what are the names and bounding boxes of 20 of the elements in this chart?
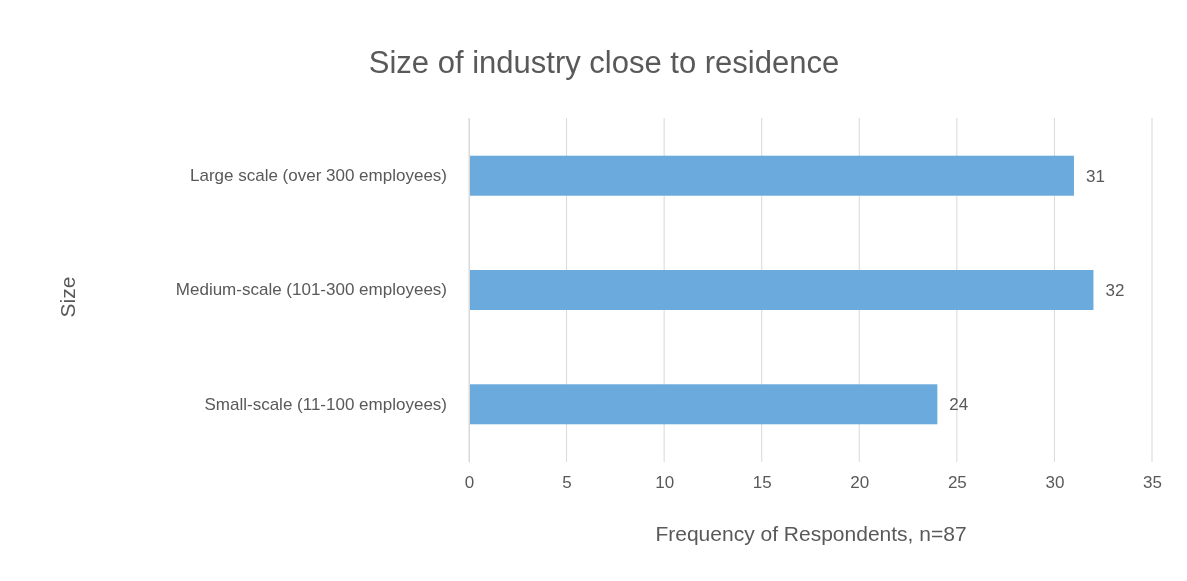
y-axis-title: Size — [56, 276, 79, 318]
x-tick-label: 15 — [752, 473, 772, 493]
bar — [469, 270, 1094, 310]
data-label: 32 — [1105, 280, 1125, 300]
data-label: 24 — [949, 395, 969, 415]
data-label: 31 — [1085, 166, 1105, 186]
bar — [469, 384, 938, 425]
bar — [469, 155, 1074, 196]
x-tick-label: 5 — [562, 473, 572, 493]
x-tick-label: 20 — [850, 473, 870, 493]
x-tick-label: 35 — [1143, 473, 1162, 493]
x-tick-label: 30 — [1045, 473, 1065, 493]
y-tick-label: Small-scale (11-100 employees) — [204, 394, 447, 414]
y-tick-label: Medium-scale (101-300 employees) — [175, 280, 447, 300]
x-tick-label: 25 — [947, 473, 967, 493]
x-axis-title: Frequency of Respondents, n=87 — [655, 522, 967, 545]
x-tick-label: 0 — [464, 473, 475, 493]
chart-title: Size of industry close to residence — [368, 45, 840, 80]
y-tick-label: Large scale (over 300 employees) — [189, 166, 447, 186]
x-tick-label: 10 — [655, 473, 675, 493]
